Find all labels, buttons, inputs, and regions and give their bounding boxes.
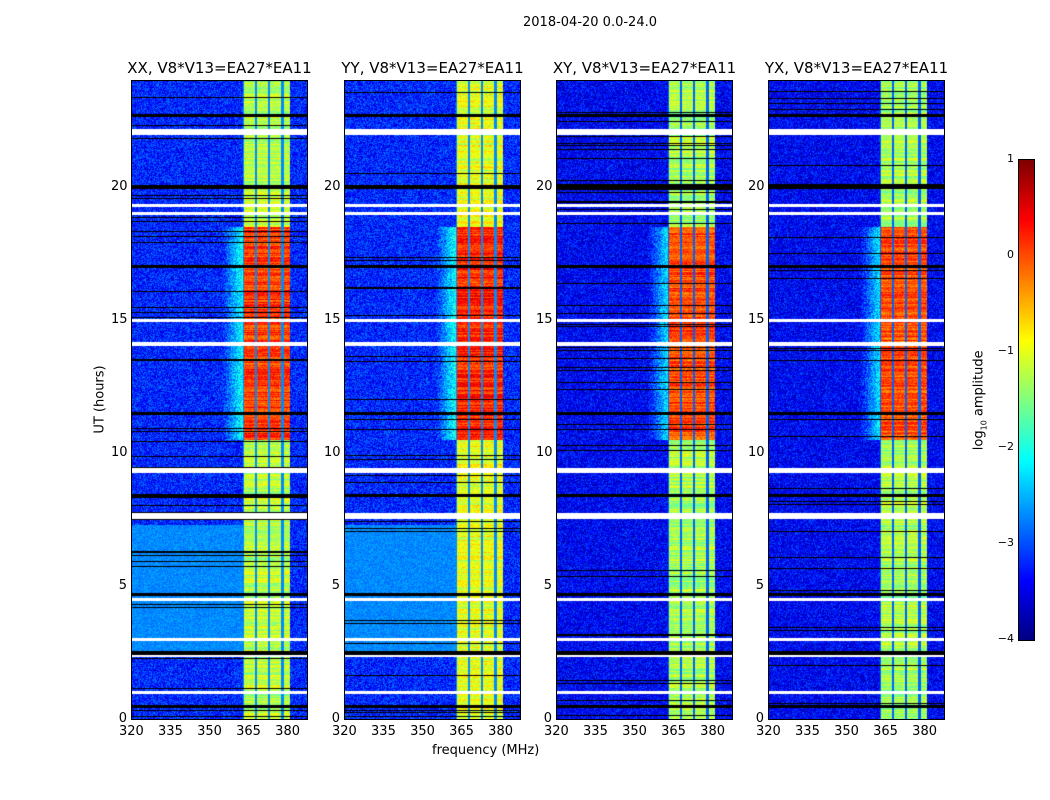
- y-tick-label: 0: [331, 711, 340, 726]
- heatmap-panel-2: [556, 80, 733, 719]
- panel-title: XY, V8*V13=EA27*EA11: [552, 59, 737, 77]
- panel-frame: [556, 80, 733, 720]
- y-tick-label: 10: [324, 444, 341, 460]
- x-tick-label: 380: [700, 724, 725, 739]
- y-tick-label: 0: [755, 711, 764, 726]
- x-tick-label: 365: [236, 724, 261, 739]
- colorbar-label-main: log: [971, 430, 987, 451]
- y-tick-label: 5: [543, 577, 552, 593]
- y-tick-label: 20: [536, 178, 553, 194]
- colorbar-frame: [1018, 159, 1035, 641]
- colorbar-label-sub: 10: [979, 420, 989, 431]
- y-tick-label: 5: [118, 577, 127, 593]
- y-tick-label: 0: [118, 711, 127, 726]
- panel-title: YX, V8*V13=EA27*EA11: [764, 59, 949, 77]
- y-tick-label: 5: [331, 577, 340, 593]
- y-tick-label: 20: [111, 178, 128, 194]
- colorbar-tick-label: −2: [997, 440, 1014, 453]
- heatmap-panel-3: [768, 80, 945, 719]
- x-tick-label: 320: [544, 724, 569, 739]
- x-tick-label: 380: [488, 724, 513, 739]
- x-tick-label: 320: [756, 724, 781, 739]
- x-tick-label: 320: [332, 724, 357, 739]
- x-tick-label: 335: [583, 724, 608, 739]
- y-tick-label: 5: [755, 577, 764, 593]
- x-tick-label: 335: [371, 724, 396, 739]
- x-tick-label: 365: [661, 724, 686, 739]
- y-tick-label: 15: [111, 311, 128, 327]
- x-tick-label: 380: [912, 724, 937, 739]
- y-tick-label: 10: [748, 444, 765, 460]
- y-axis-label: UT (hours): [92, 365, 108, 434]
- panel-frame: [131, 80, 308, 720]
- y-tick-label: 10: [536, 444, 553, 460]
- colorbar-tick-label: −4: [997, 632, 1014, 645]
- y-tick-label: 15: [536, 311, 553, 327]
- x-tick-label: 350: [834, 724, 859, 739]
- colorbar-tick-label: −1: [997, 344, 1014, 357]
- y-tick-label: 15: [324, 311, 341, 327]
- heatmap-panel-0: [131, 80, 308, 719]
- colorbar-label: log10 amplitude: [972, 340, 989, 460]
- y-tick-label: 10: [111, 444, 128, 460]
- heatmap-panel-1: [344, 80, 521, 719]
- x-tick-label: 380: [275, 724, 300, 739]
- colorbar-tick-label: 1: [1007, 152, 1014, 165]
- x-tick-label: 320: [119, 724, 144, 739]
- colorbar-label-rest: amplitude: [971, 350, 987, 421]
- y-tick-label: 0: [543, 711, 552, 726]
- y-tick-label: 20: [748, 178, 765, 194]
- colorbar-tick-label: −3: [997, 536, 1014, 549]
- y-tick-label: 15: [748, 311, 765, 327]
- x-axis-label: frequency (MHz): [432, 743, 540, 758]
- panel-title: XX, V8*V13=EA27*EA11: [127, 59, 312, 77]
- x-tick-label: 335: [795, 724, 820, 739]
- x-tick-label: 350: [622, 724, 647, 739]
- x-tick-label: 350: [197, 724, 222, 739]
- colorbar: [1019, 160, 1034, 640]
- panel-title: YY, V8*V13=EA27*EA11: [341, 59, 524, 77]
- suptitle: 2018-04-20 0.0-24.0: [523, 15, 657, 30]
- panel-frame: [768, 80, 945, 720]
- x-tick-label: 335: [158, 724, 183, 739]
- y-tick-label: 20: [324, 178, 341, 194]
- colorbar-tick-label: 0: [1007, 248, 1014, 261]
- panel-frame: [344, 80, 521, 720]
- x-tick-label: 350: [410, 724, 435, 739]
- x-tick-label: 365: [449, 724, 474, 739]
- x-tick-label: 365: [873, 724, 898, 739]
